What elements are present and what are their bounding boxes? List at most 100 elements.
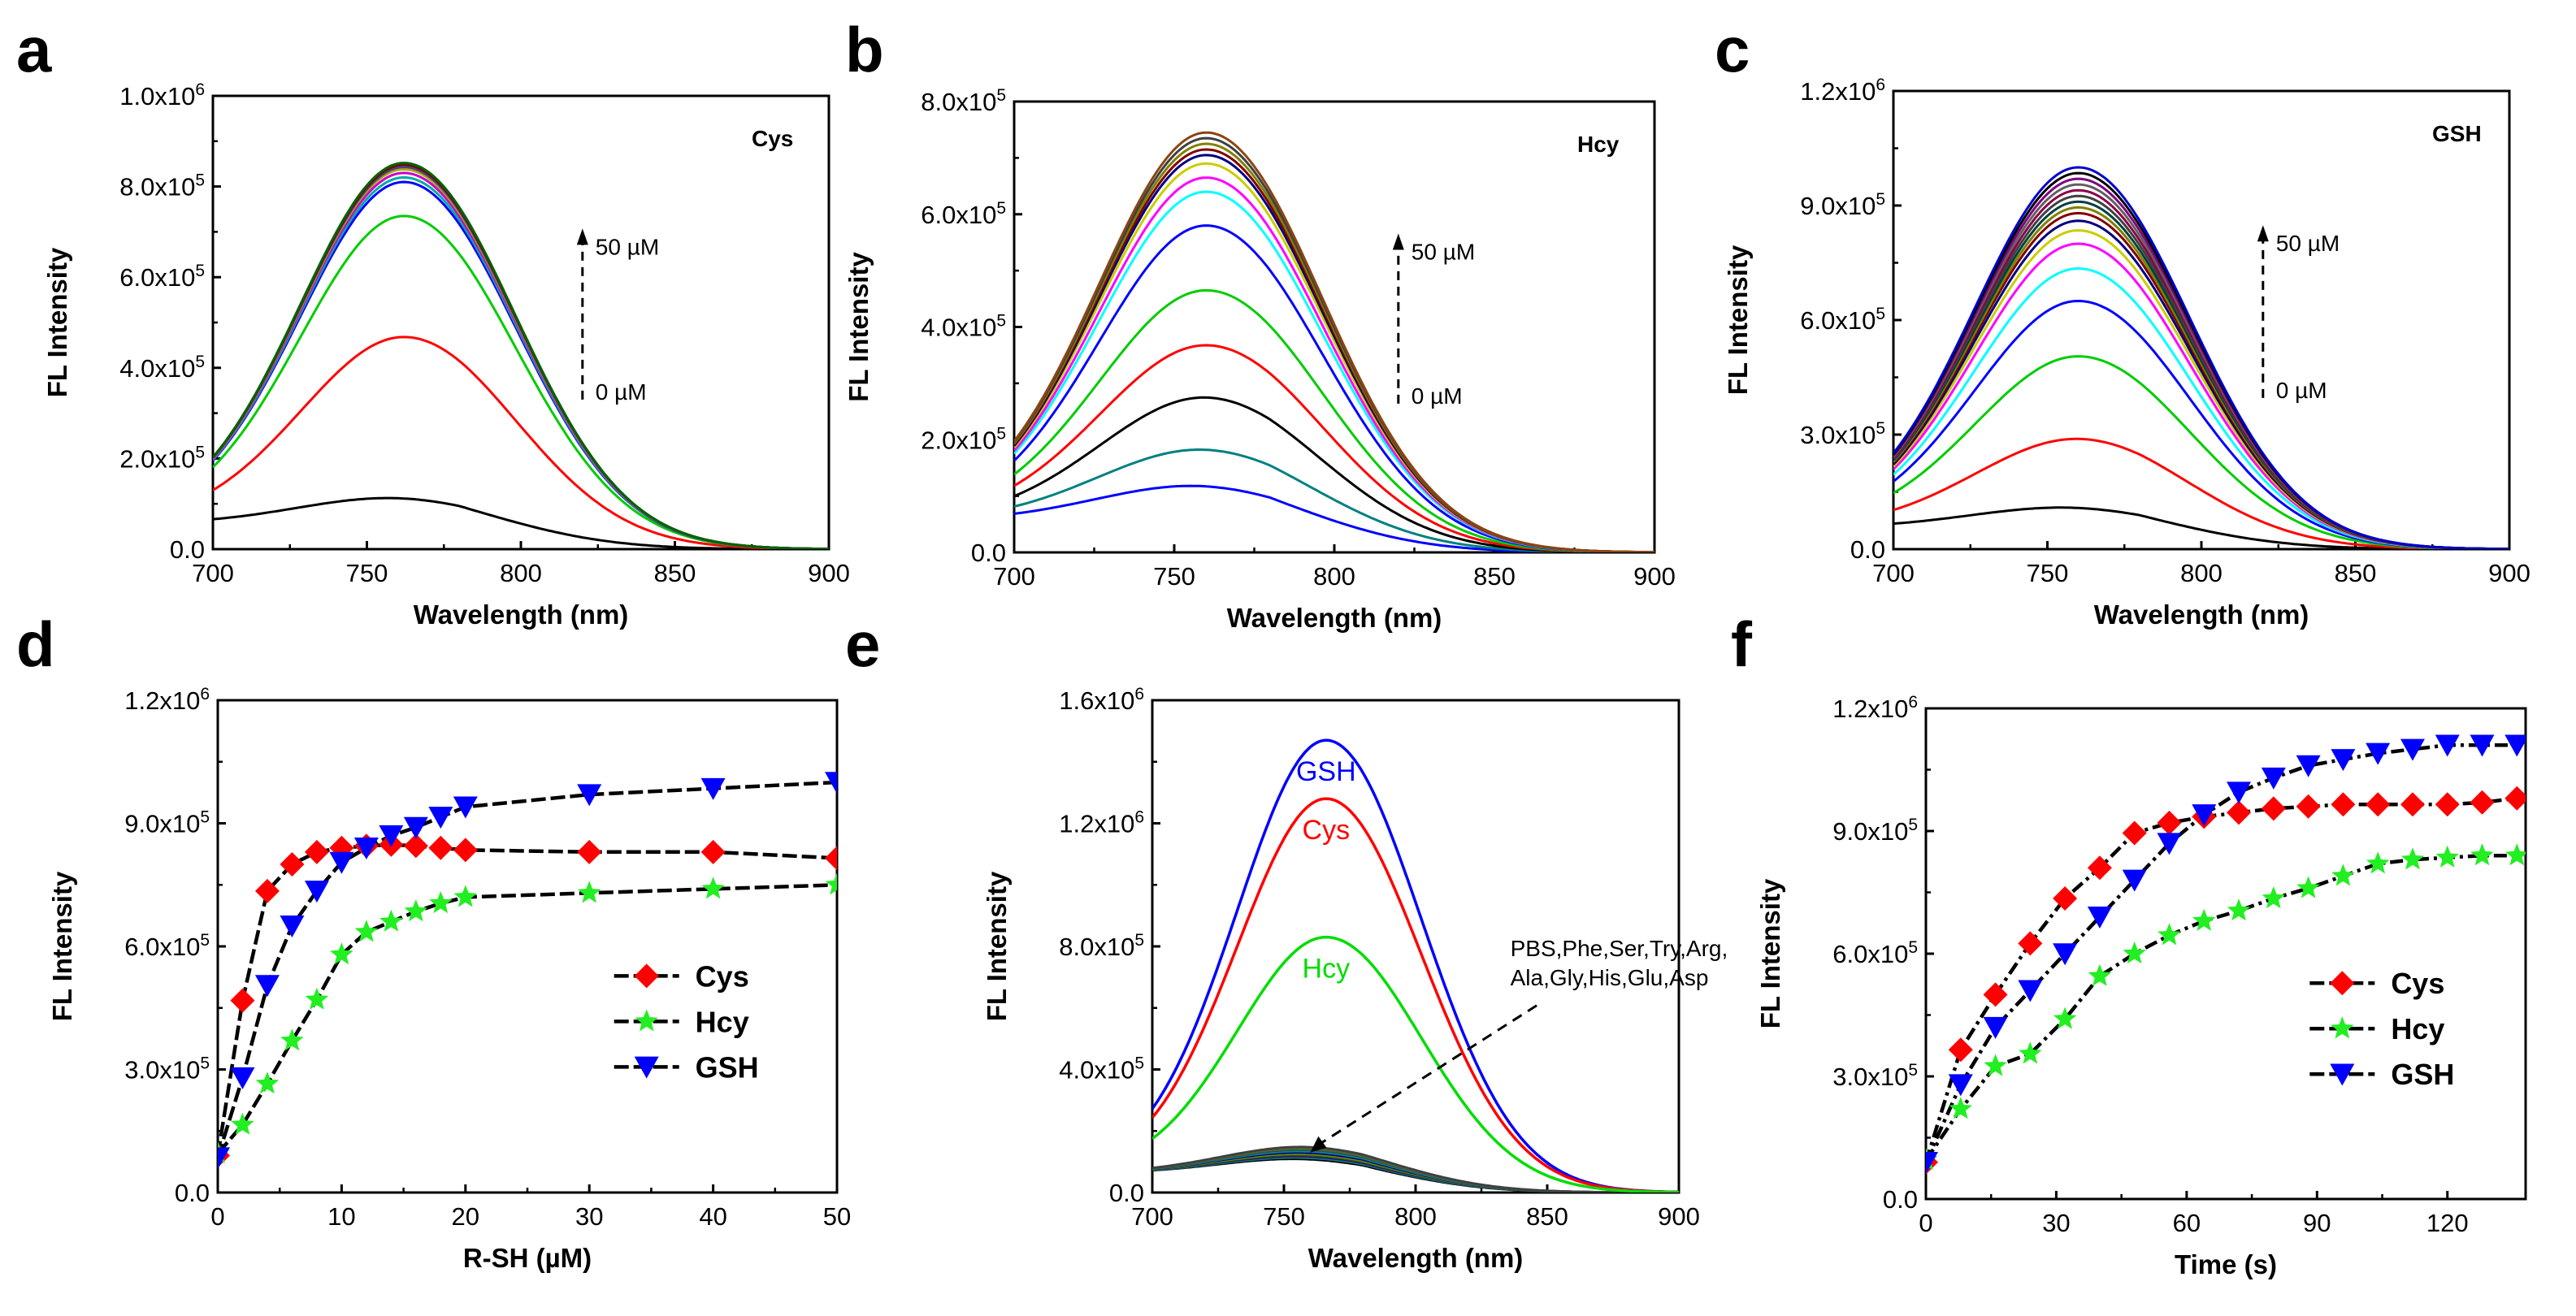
data-point-diamond [403,833,428,859]
data-point-triangle [2227,781,2252,804]
y-tick-label: 1.2x106 [1059,808,1144,838]
y-tick-label: 0.0 [1850,535,1885,564]
y-tick-label: 6.0x105 [119,262,205,292]
data-point-star [354,920,379,942]
legend-label: Cys [2391,967,2444,1000]
x-tick-label: 850 [2335,559,2377,587]
x-tick-label: 850 [1473,562,1516,591]
y-tick-label-base: 1.2x10 [1059,810,1134,838]
data-point-diamond [2470,790,2495,815]
y-tick-label-base: 9.0x10 [1832,817,1908,846]
spectrum-line-background [1152,1145,1679,1193]
data-point-triangle [254,975,280,998]
data-point-triangle [2018,980,2043,1002]
spectrum-line [1014,136,1654,552]
x-tick-label: 900 [2488,559,2530,587]
x-tick-label: 0 [1919,1209,1932,1237]
y-tick-label: 1.6x106 [1059,685,1144,715]
data-point-star [2366,851,2390,874]
y-tick-label-exponent: 5 [1908,816,1918,834]
data-point-triangle [2192,804,2217,827]
y-tick-label-exponent: 5 [195,262,205,280]
y-tick-label-base: 6.0x10 [1832,940,1908,968]
data-point-triangle [2122,869,2147,892]
annotation-arrow-head [1310,1136,1327,1153]
data-point-diamond [254,878,280,903]
y-tick-label-base: 4.0x10 [1059,1056,1134,1084]
data-point-triangle [2331,749,2356,772]
x-axis-title: Wavelength (nm) [414,600,629,630]
x-tick-label: 0 [210,1202,224,1231]
data-point-diamond [1983,982,2008,1007]
data-point-diamond [2227,800,2252,825]
y-tick-label: 1.2x106 [1800,76,1885,106]
y-tick-label-base: 1.2x10 [1800,77,1876,106]
data-point-star [825,872,837,895]
data-point-diamond [2400,792,2425,817]
data-point-diamond [230,988,255,1013]
y-tick-label-base: 6.0x10 [921,201,996,229]
data-point-triangle [2330,1063,2355,1086]
y-tick-label-base: 0.0 [175,1179,210,1207]
data-point-star [635,1009,658,1032]
data-point-star [2227,898,2251,921]
y-tick-label-exponent: 5 [1134,931,1144,950]
plot-area [1014,131,1654,552]
x-tick-label: 60 [2173,1209,2201,1237]
data-point-diamond [634,963,659,989]
data-point-triangle [1926,1151,1938,1174]
y-tick-label-exponent: 6 [200,685,210,703]
y-axis-title: FL Intensity [1723,245,1753,395]
data-point-star [2262,886,2286,909]
curve-label: Cys [1303,815,1351,846]
y-tick-label: 0.0 [971,539,1006,567]
y-tick-label-base: 1.0x10 [119,82,195,110]
data-point-triangle [2400,738,2425,761]
data-point-diamond [304,839,329,864]
y-tick-label-exponent: 5 [200,808,210,827]
data-point-triangle [2261,767,2286,790]
y-tick-label: 2.0x105 [921,424,1006,454]
data-point-triangle [428,807,453,829]
data-point-diamond [453,838,478,863]
x-tick-label: 30 [575,1202,603,1231]
y-tick-label-base: 0.0 [971,539,1006,567]
y-tick-label: 6.0x105 [1832,938,1918,968]
y-tick-label: 3.0x105 [124,1054,210,1084]
curve-label: Hcy [1303,954,1351,985]
data-point-diamond [280,852,305,877]
data-point-diamond [2087,855,2112,881]
data-point-diamond [2366,792,2391,817]
y-tick-label-exponent: 6 [1908,693,1918,712]
spectrum-line [213,162,829,549]
x-tick-label: 800 [500,559,542,587]
y-tick-label: 9.0x105 [1832,816,1918,846]
y-tick-label-base: 3.0x10 [1800,421,1876,449]
x-tick-label: 900 [1658,1202,1700,1231]
spectrum-line [1893,437,2509,549]
data-point-star [2331,864,2355,886]
y-tick-label: 1.0x106 [119,80,205,110]
data-point-diamond [2331,792,2356,817]
x-tick-label: 40 [699,1202,726,1231]
data-point-triangle [2296,755,2321,777]
data-point-star [255,1071,280,1094]
y-tick-label: 1.2x106 [1832,693,1918,723]
y-axis-title: FL Intensity [843,252,874,402]
data-point-star [379,909,403,932]
y-tick-label-base: 8.0x10 [1059,933,1134,961]
curve-label: GSH [1296,756,1356,787]
data-point-star [305,987,329,1010]
x-tick-label: 750 [346,559,388,587]
data-point-star [2400,847,2425,870]
y-tick-label: 4.0x105 [921,312,1006,342]
legend-label: Cys [696,959,749,993]
spectrum-line [213,214,829,549]
y-tick-label: 8.0x105 [119,171,205,201]
y-tick-label-base: 6.0x10 [119,263,195,292]
data-point-diamond [2330,971,2355,996]
data-point-diamond [2435,792,2460,817]
spectrum-line [213,496,829,549]
concentration-arrow-head [576,228,588,245]
